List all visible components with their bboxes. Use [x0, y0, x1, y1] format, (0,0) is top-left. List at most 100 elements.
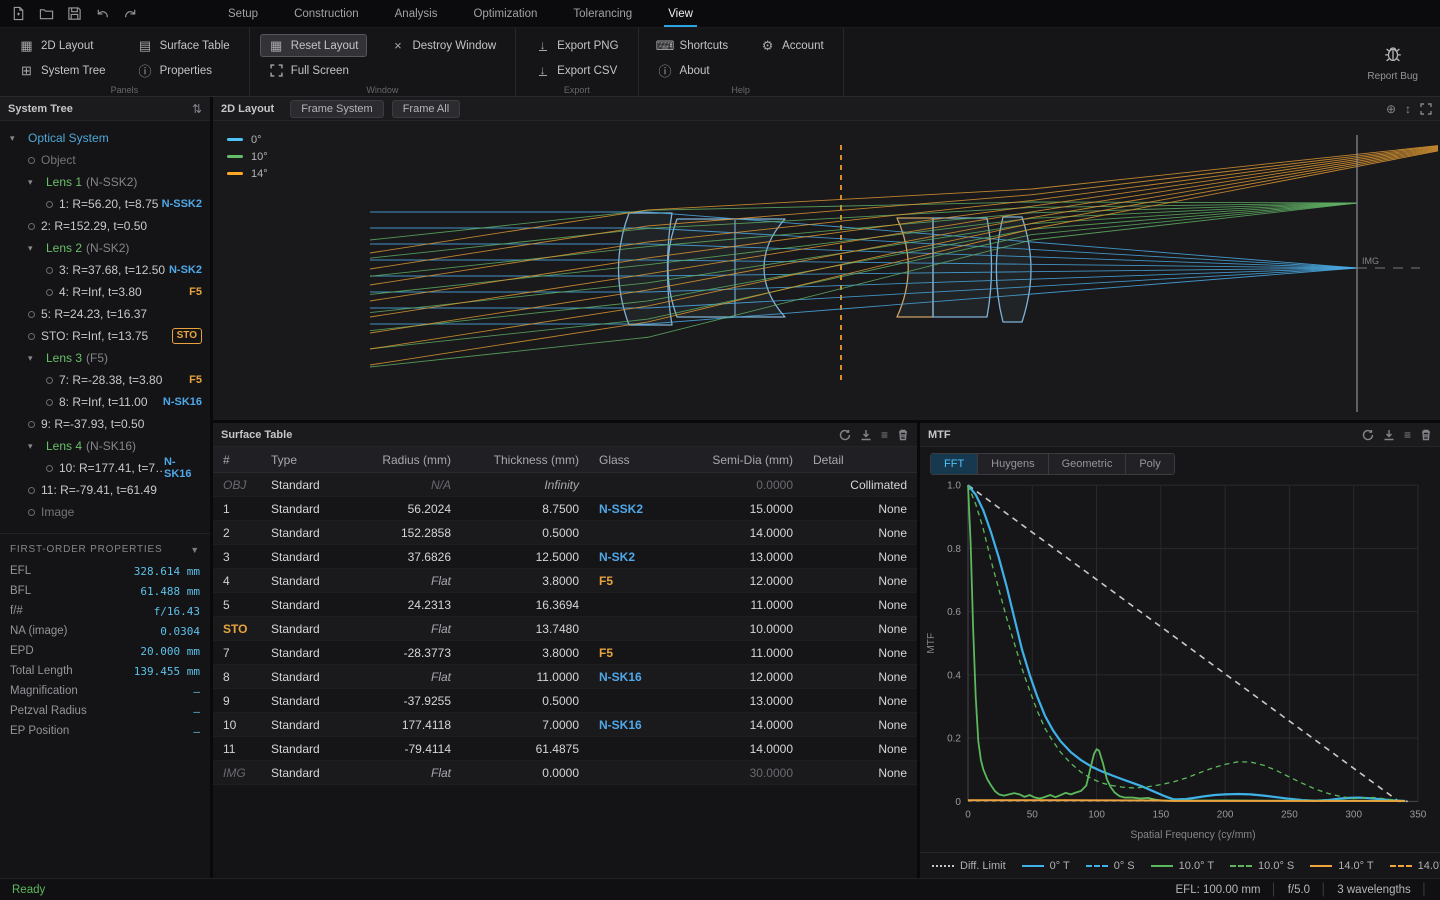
tree-item[interactable]: ▾ Lens 4 (N-SK16) — [0, 435, 210, 457]
trash-icon[interactable] — [897, 429, 909, 441]
tree-item[interactable]: 2: R=152.29, t=0.50 — [0, 215, 210, 237]
tree-item[interactable]: STO: R=Inf, t=13.75 STO — [0, 325, 210, 347]
ray-trace-canvas[interactable]: IMG 0° 10° 14° — [213, 121, 1440, 420]
tree-item[interactable]: 9: R=-37.93, t=0.50 — [0, 413, 210, 435]
surface-number-cell: 10 — [223, 717, 237, 732]
shortcuts-button[interactable]: ⌨ Shortcuts — [649, 34, 738, 57]
surface-table-row[interactable]: IMG Standard Flat 0.0000 30.0000 None — [213, 761, 917, 785]
menu-tab-setup[interactable]: Setup — [228, 7, 259, 20]
surface-table-row[interactable]: OBJ Standard N/A Infinity 0.0000 Collimated — [213, 473, 917, 497]
fit-vertical-icon[interactable]: ↕ — [1405, 101, 1411, 116]
surface-table-row[interactable]: STO Standard Flat 13.7480 10.0000 None — [213, 617, 917, 641]
frame-all-button[interactable]: Frame All — [391, 99, 461, 118]
properties-button[interactable]: ⓘ Properties — [129, 59, 239, 82]
thickness-cell: 13.7480 — [535, 621, 579, 636]
report-bug-button[interactable]: Report Bug — [1345, 28, 1440, 96]
redo-icon[interactable] — [122, 6, 138, 22]
surface-table-row[interactable]: 4 Standard Flat 3.8000 F5 12.0000 None — [213, 569, 917, 593]
menu-tab-optimization[interactable]: Optimization — [473, 7, 538, 20]
window-toolbar — [0, 0, 148, 27]
new-file-icon[interactable] — [10, 6, 26, 22]
mtf-tab-geometric[interactable]: Geometric — [1048, 454, 1127, 474]
tree-expand-caret-icon[interactable]: ▾ — [28, 242, 33, 253]
about-button[interactable]: ⓘ About — [649, 59, 738, 82]
tree-item[interactable]: ▾ Lens 3 (F5) — [0, 347, 210, 369]
mtf-tab-huygens[interactable]: Huygens — [978, 454, 1049, 474]
rows-icon[interactable]: ≡ — [1403, 427, 1411, 442]
surface-table-row[interactable]: 9 Standard -37.9255 0.5000 13.0000 None — [213, 689, 917, 713]
tree-item-label: 2: R=152.29, t=0.50 — [41, 219, 148, 233]
first-order-properties-header[interactable]: FIRST-ORDER PROPERTIES ▼ — [0, 534, 210, 561]
undo-icon[interactable] — [94, 6, 110, 22]
close-icon: × — [394, 38, 402, 53]
export-png-button[interactable]: ↓ Export PNG — [526, 34, 627, 57]
tree-item[interactable]: ▾ Lens 2 (N-SK2) — [0, 237, 210, 259]
mtf-legend-item: 10.0° S — [1230, 860, 1294, 872]
radius-cell: -28.3773 — [403, 645, 451, 660]
surface-table-row[interactable]: 5 Standard 24.2313 16.3694 11.0000 None — [213, 593, 917, 617]
download-icon[interactable] — [860, 429, 872, 441]
surface-table-row[interactable]: 11 Standard -79.4114 61.4875 14.0000 None — [213, 737, 917, 761]
tree-item-badge: STO — [171, 328, 202, 344]
mtf-tab-fft[interactable]: FFT — [931, 454, 979, 474]
tree-item[interactable]: 10: R=177.41, t=7… N-SK16 — [0, 456, 210, 480]
tree-expand-caret-icon[interactable]: ▾ — [28, 352, 33, 363]
account-button[interactable]: ⚙ Account — [751, 34, 833, 57]
menu-tab-analysis[interactable]: Analysis — [394, 7, 438, 20]
frame-view-icon[interactable] — [1420, 102, 1432, 115]
tree-expand-caret-icon[interactable]: ▾ — [28, 440, 33, 451]
surface-table-row[interactable]: 7 Standard -28.3773 3.8000 F5 11.0000 None — [213, 641, 917, 665]
grid-icon: ▦ — [20, 37, 33, 53]
tree-item[interactable]: 7: R=-28.38, t=3.80 F5 — [0, 369, 210, 391]
tree-item[interactable]: 3: R=37.68, t=12.50 N-SK2 — [0, 259, 210, 281]
property-row: Total Length 139.455 mm — [10, 661, 200, 681]
menu-tab-tolerancing[interactable]: Tolerancing — [573, 7, 633, 20]
menu-tab-construction[interactable]: Construction — [294, 7, 359, 20]
field-legend-item: 14° — [227, 165, 268, 182]
tree-item[interactable]: 1: R=56.20, t=8.75 N-SSK2 — [0, 193, 210, 215]
tree-expand-caret-icon[interactable]: ▾ — [10, 132, 15, 143]
surface-number-cell: 5 — [223, 597, 230, 612]
tree-bullet-icon — [28, 332, 35, 340]
fullscreen-icon — [269, 64, 284, 77]
ribbon-group-caption: Help — [731, 85, 750, 95]
thickness-cell: 11.0000 — [536, 669, 580, 684]
tree-item[interactable]: 4: R=Inf, t=3.80 F5 — [0, 281, 210, 303]
surface-table-row[interactable]: 1 Standard 56.2024 8.7500 N-SSK2 15.0000 None — [213, 497, 917, 521]
svg-text:50: 50 — [1027, 809, 1039, 820]
sort-icon[interactable]: ⇅ — [191, 101, 202, 116]
tree-item-badge: N-SK2 — [168, 264, 202, 276]
tree-item[interactable]: ▾ Lens 1 (N-SSK2) — [0, 171, 210, 193]
trash-icon[interactable] — [1420, 429, 1432, 441]
semi-dia-cell: 12.0000 — [749, 669, 793, 684]
frame-system-button[interactable]: Frame System — [290, 99, 384, 118]
destroy-window-button[interactable]: × Destroy Window — [381, 34, 505, 57]
tree-item[interactable]: 5: R=24.23, t=16.37 — [0, 303, 210, 325]
tree-item[interactable]: 8: R=Inf, t=11.00 N-SK16 — [0, 391, 210, 413]
refresh-icon[interactable] — [1362, 429, 1374, 441]
tree-item[interactable]: Image — [0, 501, 210, 523]
refresh-icon[interactable] — [839, 429, 851, 441]
reset-layout-button[interactable]: ▦ Reset Layout — [259, 34, 368, 57]
tree-item[interactable]: Object — [0, 149, 210, 171]
surface-table-column-header: # — [223, 452, 230, 467]
zoom-in-icon[interactable]: ⊕ — [1385, 101, 1396, 116]
surface-table-row[interactable]: 8 Standard Flat 11.0000 N-SK16 12.0000 None — [213, 665, 917, 689]
full-screen-button[interactable]: Full Screen — [260, 59, 368, 82]
surface-table-row[interactable]: 10 Standard 177.4118 7.0000 N-SK16 14.0000 Non… — [213, 713, 917, 737]
save-icon[interactable] — [66, 6, 82, 22]
export-csv-button[interactable]: ↓ Export CSV — [526, 59, 627, 82]
2d-layout-button[interactable]: ▦ 2D Layout — [10, 34, 115, 57]
rows-icon[interactable]: ≡ — [880, 427, 888, 442]
surface-table-row[interactable]: 3 Standard 37.6826 12.5000 N-SK2 13.0000 None — [213, 545, 917, 569]
download-icon[interactable] — [1383, 429, 1395, 441]
mtf-tab-poly[interactable]: Poly — [1126, 454, 1174, 474]
surface-table-row[interactable]: 2 Standard 152.2858 0.5000 14.0000 None — [213, 521, 917, 545]
surface-table-button[interactable]: ▤ Surface Table — [129, 34, 239, 57]
open-folder-icon[interactable] — [38, 6, 54, 22]
tree-expand-caret-icon[interactable]: ▾ — [28, 176, 33, 187]
tree-item[interactable]: 11: R=-79.41, t=61.49 — [0, 479, 210, 501]
system-tree-button[interactable]: ⊞ System Tree — [10, 59, 115, 82]
tree-item[interactable]: ▾ Optical System — [0, 127, 210, 149]
menu-tab-view[interactable]: View — [650, 0, 711, 27]
